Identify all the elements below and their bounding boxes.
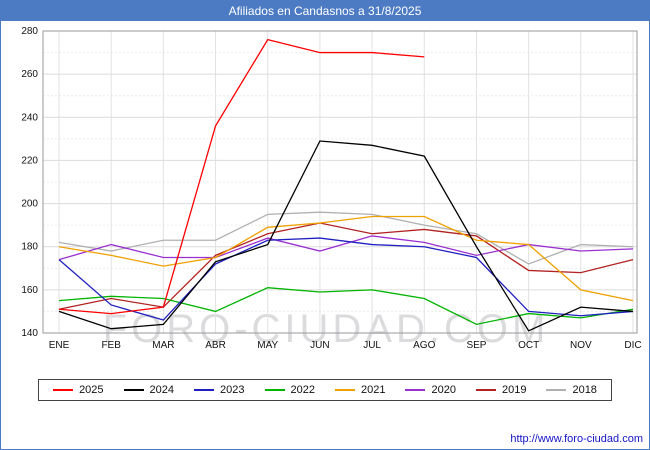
legend-label-2021: 2021 xyxy=(361,384,386,396)
legend-item-2023: 2023 xyxy=(194,384,245,396)
legend-item-2025: 2025 xyxy=(53,384,104,396)
legend-swatch-2025 xyxy=(53,389,74,391)
series-line-2018 xyxy=(58,211,634,265)
footer-url-link[interactable]: http://www.foro-ciudad.com xyxy=(510,433,643,445)
x-tick-label: DIC xyxy=(624,340,641,351)
legend-label-2020: 2020 xyxy=(431,384,456,396)
x-tick-label: SEP xyxy=(466,340,486,351)
legend-swatch-2019 xyxy=(475,389,496,391)
y-tick-label: 140 xyxy=(21,328,38,339)
legend-item-2019: 2019 xyxy=(475,384,527,396)
x-tick-label: MAR xyxy=(152,340,174,351)
series-line-2024 xyxy=(58,140,634,332)
legend-item-2020: 2020 xyxy=(405,384,456,396)
series-line-2020 xyxy=(58,235,634,261)
x-tick-label: OCT xyxy=(518,340,539,351)
series-line-2022 xyxy=(58,287,634,326)
y-tick-label: 160 xyxy=(21,285,38,296)
y-tick-label: 180 xyxy=(21,242,38,253)
legend-label-2025: 2025 xyxy=(79,384,104,396)
legend-swatch-2024 xyxy=(123,389,144,391)
chart-area: FORO-CIUDAD.COM ENE FEB MAR ABR MAY JUN JUL AGO… xyxy=(1,21,649,357)
series-line-2019 xyxy=(58,222,634,310)
x-tick-label: FEB xyxy=(101,340,121,351)
y-tick-label: 280 xyxy=(21,26,38,37)
legend-swatch-2022 xyxy=(264,389,285,391)
x-tick-label: ABR xyxy=(205,340,226,351)
x-tick-label: JUL xyxy=(363,340,381,351)
legend-swatch-2018 xyxy=(546,389,567,391)
x-tick-label: AGO xyxy=(413,340,435,351)
series-line-2025 xyxy=(58,38,425,315)
series-line-2023 xyxy=(58,237,634,321)
legend-item-2024: 2024 xyxy=(123,384,175,396)
line-chart: ENE FEB MAR ABR MAY JUN JUL AGO SEP OCT NOV DIC 140 1… xyxy=(21,26,641,351)
x-tick-label: MAY xyxy=(257,340,278,351)
y-tick-label: 240 xyxy=(21,112,38,123)
legend-label-2019: 2019 xyxy=(501,384,527,396)
legend-swatch-2021 xyxy=(335,389,355,391)
x-tick-label: NOV xyxy=(570,340,592,351)
legend-swatch-2020 xyxy=(405,389,426,391)
legend-swatch-2023 xyxy=(194,389,215,391)
legend-item-2021: 2021 xyxy=(335,384,385,396)
y-tick-label: 220 xyxy=(21,155,38,166)
page-title: Afiliados en Candasnos a 31/8/2025 xyxy=(1,1,649,21)
legend-label-2024: 2024 xyxy=(149,384,175,396)
plot-border xyxy=(42,30,638,334)
x-tick-label: ENE xyxy=(49,340,70,351)
series-line-2021 xyxy=(58,215,634,302)
y-tick-label: 200 xyxy=(21,199,38,210)
x-tick-label: JUN xyxy=(310,340,329,351)
legend-label-2018: 2018 xyxy=(572,384,597,396)
legend-item-2022: 2022 xyxy=(264,384,315,396)
chart-legend: 2025 2024 2023 2022 2021 2020 2019 2018 xyxy=(38,379,612,401)
y-tick-label: 260 xyxy=(21,69,38,80)
legend-label-2022: 2022 xyxy=(290,384,315,396)
legend-label-2023: 2023 xyxy=(220,384,245,396)
legend-item-2018: 2018 xyxy=(546,384,597,396)
